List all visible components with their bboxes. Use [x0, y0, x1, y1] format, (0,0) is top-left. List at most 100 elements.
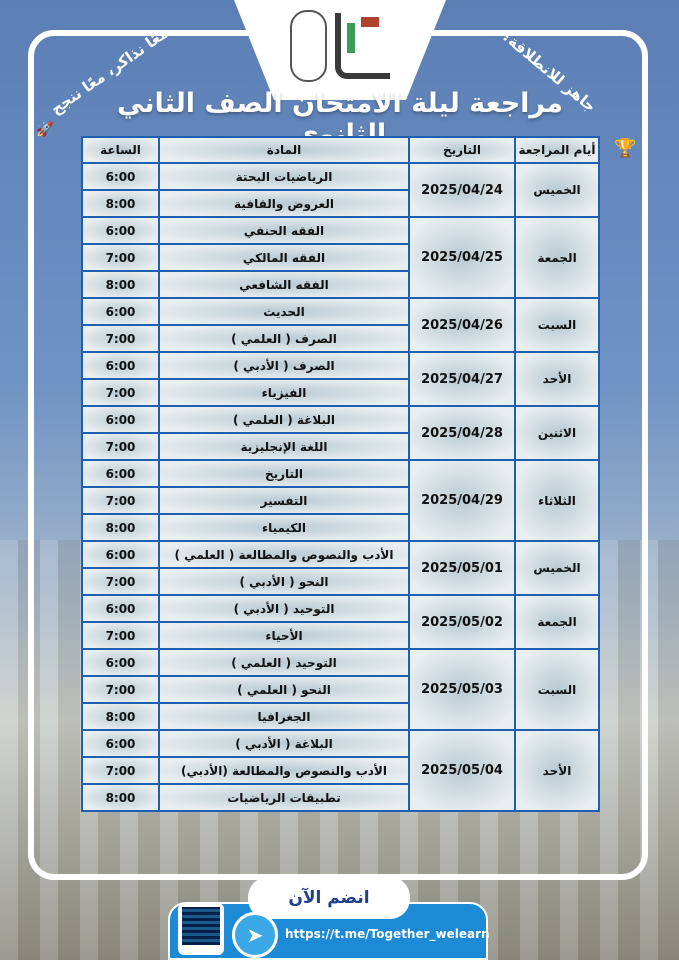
- time-cell: 8:00: [83, 515, 158, 540]
- subject-cell: النحو ( الأدبي ): [160, 569, 408, 594]
- subject-cell: النحو ( العلمي ): [160, 677, 408, 702]
- time-cell: 7:00: [83, 488, 158, 513]
- day-cell: السبت: [516, 650, 598, 729]
- day-cell: الاثنين: [516, 407, 598, 459]
- day-cell: الثلاثاء: [516, 461, 598, 540]
- table-row: الخميس 2025/05/01 الأدب والنصوص والمطالعة …: [83, 542, 598, 594]
- time-cell: 7:00: [83, 677, 158, 702]
- time-cell: 7:00: [83, 623, 158, 648]
- table-row: السبت 2025/05/03 التوحيد ( العلمي ) 6:00: [83, 650, 598, 729]
- time-cell: 8:00: [83, 785, 158, 810]
- date-cell: 2025/05/04: [410, 731, 514, 810]
- table-header-row: أيام المراجعة التاريخ المادة الساعة: [83, 138, 598, 162]
- time-cell: 7:00: [83, 380, 158, 405]
- header-date: التاريخ: [410, 138, 514, 162]
- time-cell: 6:00: [83, 542, 158, 567]
- subject-cell: الكيمياء: [160, 515, 408, 540]
- time-cell: 8:00: [83, 704, 158, 729]
- subject-cell: التوحيد ( العلمي ): [160, 650, 408, 675]
- time-cell: 8:00: [83, 272, 158, 297]
- date-cell: 2025/04/27: [410, 353, 514, 405]
- subject-cell: الجغرافيا: [160, 704, 408, 729]
- table-row: العروض والقافية 8:00: [83, 191, 598, 216]
- table-row: الأحد 2025/04/27 الصرف ( الأدبي ) 6:00: [83, 353, 598, 405]
- table-row: الجمعة 2025/04/25 الفقه الحنفي 6:00: [83, 218, 598, 297]
- time-cell: 6:00: [83, 596, 158, 621]
- time-cell: 6:00: [83, 218, 158, 243]
- time-cell: 6:00: [83, 353, 158, 378]
- time-cell: 7:00: [83, 434, 158, 459]
- subject-cell: الصرف ( العلمي ): [160, 326, 408, 351]
- table-row: الفقه المالكي 7:00: [83, 245, 598, 270]
- date-cell: 2025/05/02: [410, 596, 514, 648]
- table-row: الكيمياء 8:00: [83, 515, 598, 540]
- table-row: النحو ( العلمي ) 7:00: [83, 677, 598, 702]
- trophy-icon: 🏆: [614, 138, 637, 159]
- date-cell: 2025/04/24: [410, 164, 514, 216]
- table-row: الأحد 2025/05/04 البلاغة ( الأدبي ) 6:00: [83, 731, 598, 810]
- table-row: النحو ( الأدبي ) 7:00: [83, 569, 598, 594]
- subject-cell: الأدب والنصوص والمطالعة ( العلمي ): [160, 542, 408, 567]
- date-cell: 2025/04/25: [410, 218, 514, 297]
- subject-cell: الفيزياء: [160, 380, 408, 405]
- subject-cell: الأحياء: [160, 623, 408, 648]
- subject-cell: تطبيقات الرياضيات: [160, 785, 408, 810]
- subject-cell: التوحيد ( الأدبي ): [160, 596, 408, 621]
- table-row: الفيزياء 7:00: [83, 380, 598, 405]
- table-row: الفقه الشافعي 8:00: [83, 272, 598, 297]
- table-row: الثلاثاء 2025/04/29 التاريخ 6:00: [83, 461, 598, 540]
- subject-cell: الصرف ( الأدبي ): [160, 353, 408, 378]
- time-cell: 7:00: [83, 326, 158, 351]
- subject-cell: الأدب والنصوص والمطالعة (الأدبي): [160, 758, 408, 783]
- day-cell: الأحد: [516, 353, 598, 405]
- telegram-link[interactable]: https://t.me/Together_welearn: [285, 927, 490, 941]
- subject-cell: التفسير: [160, 488, 408, 513]
- subject-cell: الفقه المالكي: [160, 245, 408, 270]
- qr-code-icon: [178, 903, 224, 955]
- header-day: أيام المراجعة: [516, 138, 598, 162]
- day-cell: الجمعة: [516, 596, 598, 648]
- table-row: الصرف ( العلمي ) 7:00: [83, 326, 598, 351]
- date-cell: 2025/04/29: [410, 461, 514, 540]
- day-cell: السبت: [516, 299, 598, 351]
- table-row: الخميس 2025/04/24 الرياضيات البحتة 6:00: [83, 164, 598, 216]
- time-cell: 6:00: [83, 164, 158, 189]
- table-row: الاثنين 2025/04/28 البلاغة ( العلمي ) 6:00: [83, 407, 598, 459]
- azhar-seal-logo: [290, 10, 328, 82]
- time-cell: 6:00: [83, 407, 158, 432]
- subject-cell: الحديث: [160, 299, 408, 324]
- table-row: الأحياء 7:00: [83, 623, 598, 648]
- telegram-icon[interactable]: ➤: [232, 912, 278, 958]
- subject-cell: العروض والقافية: [160, 191, 408, 216]
- rocket-icon: 🚀: [36, 122, 54, 138]
- date-cell: 2025/04/26: [410, 299, 514, 351]
- time-cell: 8:00: [83, 191, 158, 216]
- table-row: السبت 2025/04/26 الحديث 6:00: [83, 299, 598, 351]
- header-time: الساعة: [83, 138, 158, 162]
- date-cell: 2025/05/01: [410, 542, 514, 594]
- date-cell: 2025/04/28: [410, 407, 514, 459]
- day-cell: الخميس: [516, 164, 598, 216]
- table-row: الجمعة 2025/05/02 التوحيد ( الأدبي ) 6:00: [83, 596, 598, 648]
- time-cell: 6:00: [83, 731, 158, 756]
- subject-cell: البلاغة ( الأدبي ): [160, 731, 408, 756]
- table-row: الجغرافيا 8:00: [83, 704, 598, 729]
- time-cell: 7:00: [83, 758, 158, 783]
- time-cell: 6:00: [83, 650, 158, 675]
- subject-cell: الفقه الحنفي: [160, 218, 408, 243]
- table-row: تطبيقات الرياضيات 8:00: [83, 785, 598, 810]
- subject-cell: اللغة الإنجليزية: [160, 434, 408, 459]
- time-cell: 7:00: [83, 569, 158, 594]
- date-cell: 2025/05/03: [410, 650, 514, 729]
- schedule-table: أيام المراجعة التاريخ المادة الساعة الخم…: [81, 136, 600, 812]
- subject-cell: التاريخ: [160, 461, 408, 486]
- header-subject: المادة: [160, 138, 408, 162]
- day-cell: الأحد: [516, 731, 598, 810]
- brand-logo: [335, 13, 390, 79]
- day-cell: الجمعة: [516, 218, 598, 297]
- day-cell: الخميس: [516, 542, 598, 594]
- time-cell: 7:00: [83, 245, 158, 270]
- logos: [290, 8, 390, 84]
- join-now-button[interactable]: انضم الآن: [248, 877, 410, 919]
- subject-cell: الرياضيات البحتة: [160, 164, 408, 189]
